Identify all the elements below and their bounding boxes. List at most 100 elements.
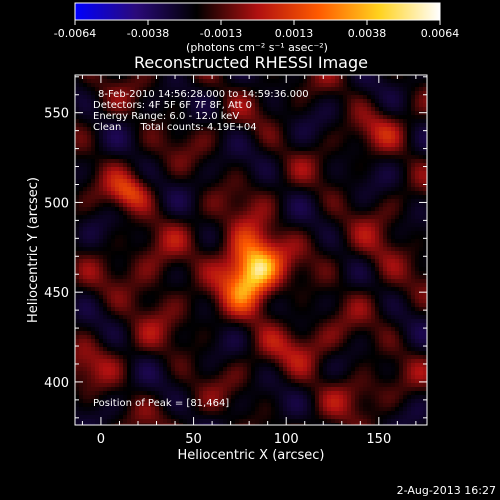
heatmap-cell — [167, 151, 172, 156]
heatmap-cell — [303, 223, 308, 228]
heatmap-cell — [367, 219, 372, 224]
heatmap-cell — [107, 91, 112, 96]
heatmap-cell — [387, 275, 392, 280]
heatmap-cell — [343, 187, 348, 192]
heatmap-cell — [107, 191, 112, 196]
heatmap-cell — [319, 215, 324, 220]
heatmap-cell — [143, 131, 148, 136]
heatmap-cell — [131, 83, 136, 88]
heatmap-cell — [359, 191, 364, 196]
heatmap-cell — [115, 163, 120, 168]
heatmap-cell — [339, 87, 344, 92]
heatmap-cell — [119, 191, 124, 196]
heatmap-cell — [207, 131, 212, 136]
heatmap-cell — [171, 227, 176, 232]
heatmap-cell — [243, 95, 248, 100]
heatmap-cell — [175, 251, 180, 256]
heatmap-cell — [219, 203, 224, 208]
heatmap-cell — [371, 235, 376, 240]
heatmap-cell — [119, 187, 124, 192]
heatmap-cell — [91, 267, 96, 272]
heatmap-cell — [343, 279, 348, 284]
heatmap-cell — [259, 119, 264, 124]
heatmap-cell — [247, 147, 252, 152]
heatmap-cell — [267, 195, 272, 200]
heatmap-cell — [91, 207, 96, 212]
heatmap-cell — [407, 219, 412, 224]
heatmap-cell — [359, 87, 364, 92]
heatmap-cell — [243, 151, 248, 156]
heatmap-cell — [291, 207, 296, 212]
heatmap-cell — [423, 239, 427, 244]
heatmap-cell — [331, 143, 336, 148]
heatmap-cell — [223, 291, 228, 296]
heatmap-cell — [267, 243, 272, 248]
heatmap-cell — [323, 283, 328, 288]
heatmap-cell — [79, 235, 84, 240]
heatmap-cell — [183, 271, 188, 276]
heatmap-cell — [395, 107, 400, 112]
heatmap-cell — [175, 191, 180, 196]
heatmap-cell — [311, 263, 316, 268]
heatmap-cell — [359, 107, 364, 112]
heatmap-cell — [127, 207, 132, 212]
heatmap-cell — [327, 155, 332, 160]
heatmap-cell — [163, 295, 168, 300]
heatmap-cell — [127, 163, 132, 168]
heatmap-cell — [415, 283, 420, 288]
heatmap-cell — [323, 91, 328, 96]
heatmap-cell — [167, 231, 172, 236]
heatmap-cell — [359, 119, 364, 124]
heatmap-cell — [119, 115, 124, 120]
heatmap-cell — [79, 255, 84, 260]
heatmap-cell — [95, 159, 100, 164]
heatmap-cell — [187, 291, 192, 296]
heatmap-cell — [83, 83, 88, 88]
heatmap-cell — [199, 75, 204, 80]
heatmap-cell — [159, 175, 164, 180]
heatmap-cell — [115, 227, 120, 232]
heatmap-cell — [83, 135, 88, 140]
heatmap-cell — [335, 275, 340, 280]
heatmap-cell — [319, 103, 324, 108]
heatmap-cell — [275, 235, 280, 240]
heatmap-cell — [311, 187, 316, 192]
heatmap-cell — [315, 195, 320, 200]
heatmap-cell — [211, 251, 216, 256]
heatmap-cell — [75, 247, 80, 252]
heatmap-cell — [387, 155, 392, 160]
heatmap-cell — [367, 283, 372, 288]
heatmap-cell — [187, 103, 192, 108]
heatmap-cell — [163, 211, 168, 216]
heatmap-cell — [159, 155, 164, 160]
heatmap-cell — [363, 243, 368, 248]
heatmap-cell — [83, 91, 88, 96]
heatmap-cell — [375, 87, 380, 92]
heatmap-cell — [311, 135, 316, 140]
heatmap-cell — [279, 163, 284, 168]
heatmap-cell — [75, 151, 80, 156]
heatmap-cell — [215, 79, 220, 84]
heatmap-cell — [143, 211, 148, 216]
heatmap-cell — [347, 279, 352, 284]
heatmap-cell — [235, 91, 240, 96]
heatmap-cell — [235, 155, 240, 160]
heatmap-cell — [175, 175, 180, 180]
heatmap-cell — [207, 223, 212, 228]
heatmap-cell — [311, 111, 316, 116]
heatmap-cell — [163, 279, 168, 284]
heatmap-cell — [411, 99, 416, 104]
heatmap-cell — [175, 271, 180, 276]
heatmap-cell — [299, 75, 304, 80]
heatmap-cell — [223, 283, 228, 288]
heatmap-cell — [139, 151, 144, 156]
heatmap-cell — [303, 271, 308, 276]
heatmap-cell — [327, 271, 332, 276]
heatmap-cell — [371, 279, 376, 284]
heatmap-cell — [423, 247, 427, 252]
heatmap-cell — [299, 103, 304, 108]
heatmap-cell — [315, 155, 320, 160]
heatmap-cell — [95, 223, 100, 228]
heatmap-cell — [147, 207, 152, 212]
heatmap-cell — [399, 139, 404, 144]
